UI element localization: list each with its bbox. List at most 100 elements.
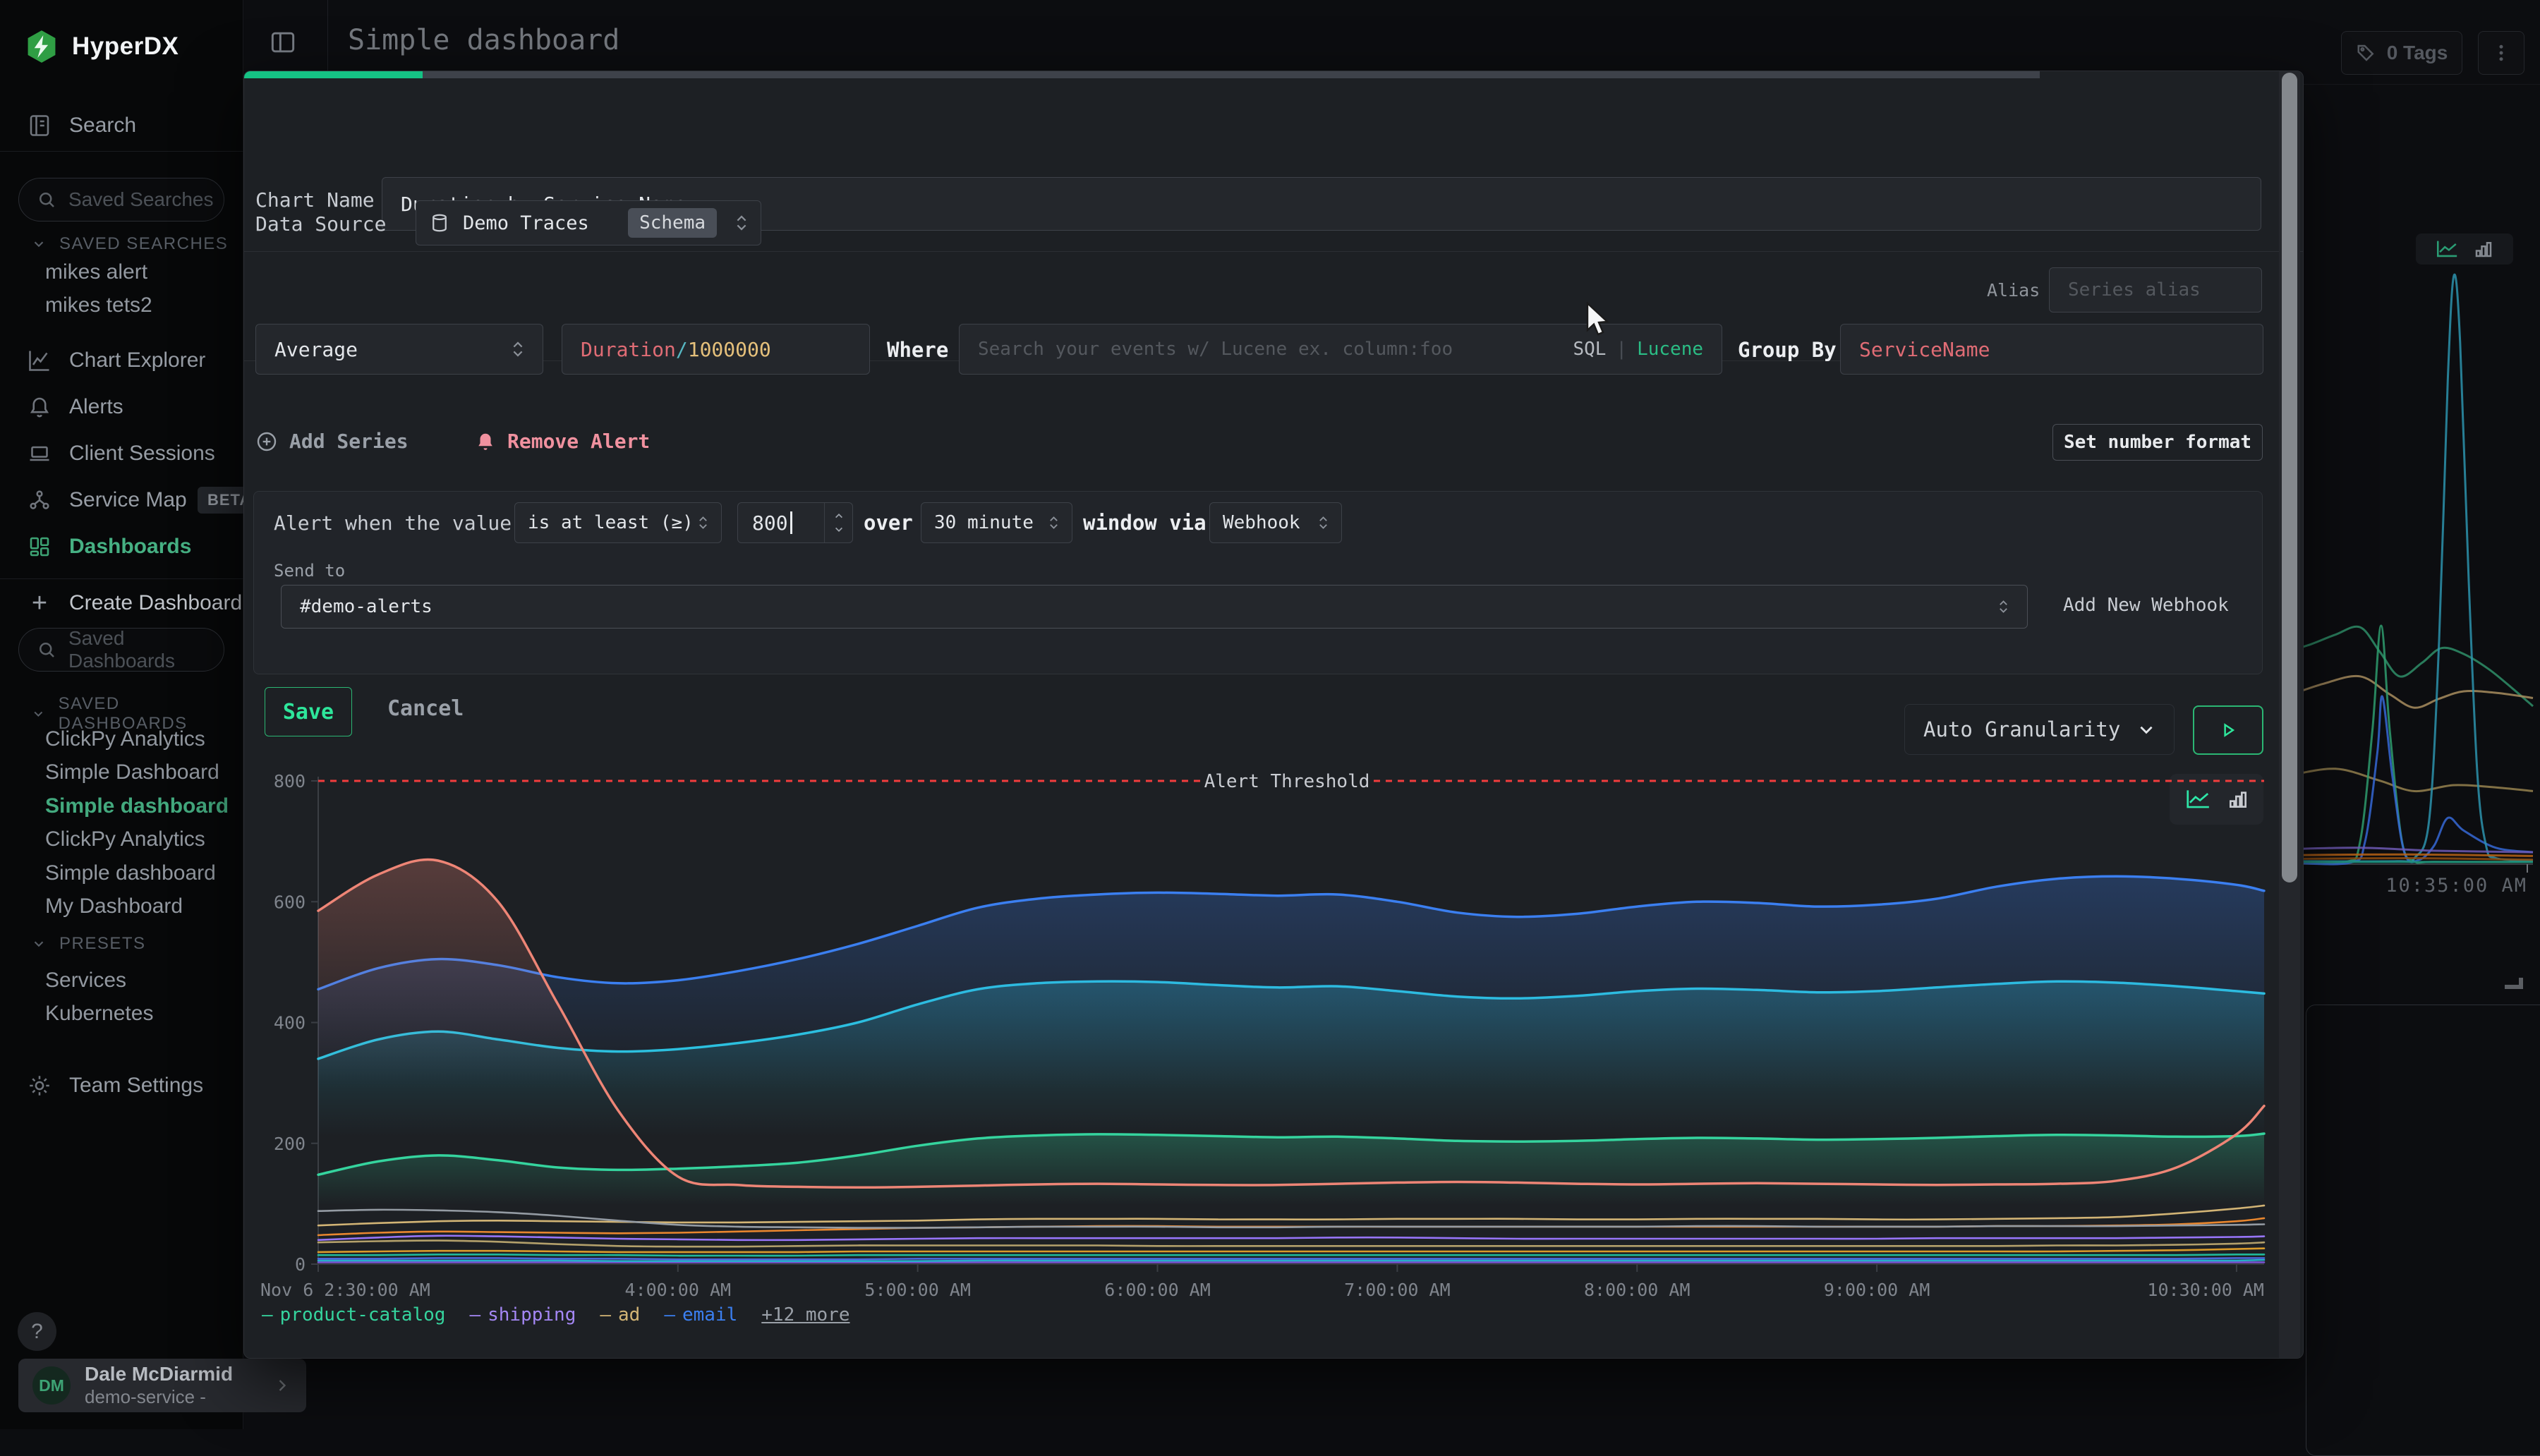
line-chart-icon [2435,238,2459,260]
sidebar-item-chart-explorer[interactable]: Chart Explorer [0,337,296,384]
legend-item-email[interactable]: — email [664,1304,738,1325]
save-button[interactable]: Save [265,687,352,736]
alert-channel-select[interactable]: Webhook [1209,502,1342,543]
saved-dashboard-item[interactable]: Simple Dashboard [45,760,219,784]
saved-dashboard-item[interactable]: ClickPy Analytics [45,827,205,851]
bar-chart-icon [2227,788,2249,811]
chevron-right-icon [272,1376,292,1395]
preset-item[interactable]: Kubernetes [45,1001,154,1025]
saved-search-item[interactable]: mikes alert [45,260,148,284]
granularity-select[interactable]: Auto Granularity [1904,704,2175,755]
modal-scrollbar-thumb[interactable] [2282,73,2297,882]
more-menu-button[interactable] [2478,31,2524,75]
alert-condition-select[interactable]: is at least (≥) [514,502,722,543]
sidebar-item-dashboards[interactable]: Dashboards [0,523,296,570]
group-by-input[interactable]: ServiceName [1840,324,2263,375]
saved-dashboards-placeholder: Saved Dashboards [68,627,175,672]
aggregation-select[interactable]: Average [255,324,543,375]
search-icon [36,189,57,210]
divider [0,151,243,152]
brand-logo[interactable]: HyperDX [25,30,179,63]
expression-input[interactable]: Duration/1000000 [562,324,870,375]
sidebar-item-label: Service Map [69,488,187,511]
alias-input[interactable]: Series alias [2049,267,2262,313]
cancel-button[interactable]: Cancel [387,696,464,721]
chart-type-toggle[interactable] [2170,774,2263,825]
select-chevrons-icon [735,212,748,233]
sidebar-item-label: Chart Explorer [69,348,206,372]
sidebar-item-team-settings[interactable]: Team Settings [0,1062,296,1109]
saved-search-item[interactable]: mikes tets2 [45,293,152,317]
add-series-button[interactable]: Add Series [255,430,409,453]
expression-token: Duration [581,337,676,361]
create-dashboard-button[interactable]: + Create Dashboard [0,581,296,625]
run-chart-button[interactable] [2193,705,2263,755]
user-menu[interactable]: DM Dale McDiarmid demo-service - [18,1359,306,1412]
tags-button[interactable]: 0 Tags [2341,31,2462,75]
sidebar-item-label: Client Sessions [69,442,215,465]
svg-text:5:00:00 AM: 5:00:00 AM [864,1280,971,1300]
where-search-input[interactable]: Search your events w/ Lucene ex. column:… [959,324,1722,375]
bell-icon [27,394,52,420]
saved-dashboard-item[interactable]: ClickPy Analytics [45,727,205,751]
tab-strip [423,71,2040,78]
sidebar-item-service-map[interactable]: Service Map BETA [0,477,296,523]
resize-handle-icon[interactable] [2505,978,2523,989]
expression-token: / [675,337,688,361]
saved-dashboard-item[interactable]: Simple dashboard [45,794,229,818]
webhook-select[interactable]: #demo-alerts [281,585,2028,629]
sidebar-item-client-sessions[interactable]: Client Sessions [0,430,296,477]
presets-header[interactable]: PRESETS [31,934,146,954]
sidebar-item-label: Alerts [69,395,123,418]
laptop-icon [27,441,52,466]
add-new-webhook-link[interactable]: Add New Webhook [2063,595,2229,616]
svg-text:Alert Threshold: Alert Threshold [1204,771,1370,792]
saved-dashboard-item[interactable]: My Dashboard [45,894,183,918]
active-tab-indicator [244,71,423,78]
set-number-format-button[interactable]: Set number format [2052,424,2263,461]
bell-icon [475,430,496,453]
svg-text:400: 400 [274,1013,306,1033]
select-chevrons-icon [698,514,708,532]
sidebar-toggle-icon[interactable] [267,25,301,59]
over-label: over [864,511,913,535]
tags-label: 0 Tags [2386,42,2448,63]
number-stepper[interactable] [824,503,852,542]
alias-label: Alias [1987,280,2040,301]
saved-searches-header[interactable]: SAVED SEARCHES [31,234,228,254]
chevron-down-icon [34,711,43,717]
sidebar-item-search[interactable]: Search [0,102,296,149]
plus-icon: + [31,588,48,618]
play-icon [2224,723,2235,737]
alert-window-select[interactable]: 30 minute [921,502,1072,543]
preset-item[interactable]: Services [45,968,127,992]
legend-item-ad[interactable]: — ad [600,1304,641,1325]
background-chart-type-toggle[interactable] [2416,233,2513,265]
remove-alert-button[interactable]: Remove Alert [475,430,650,453]
group-by-label: Group By [1738,338,1837,362]
sidebar-item-alerts[interactable]: Alerts [0,384,296,430]
saved-dashboard-item[interactable]: Simple dashboard [45,861,216,885]
legend-more-link[interactable]: +12 more [761,1304,850,1325]
divider [0,578,243,579]
saved-dashboards-header[interactable]: SAVED DASHBOARDS [31,694,243,734]
legend-item-shipping[interactable]: — shipping [469,1304,576,1325]
chart-explorer-icon [27,348,52,373]
edit-chart-modal: Chart Name Duration by Service Name Data… [243,71,2304,1359]
alert-threshold-input[interactable]: 800 [737,502,853,543]
sql-mode-toggle[interactable]: SQL [1573,339,1607,360]
help-button[interactable]: ? [18,1312,56,1351]
legend-item-product-catalog[interactable]: — product-catalog [262,1304,446,1325]
saved-dashboards-input[interactable]: Saved Dashboards [18,627,224,672]
background-panel-border [2306,1005,2540,1456]
divider [327,0,328,85]
chevron-down-icon [2137,720,2155,739]
saved-searches-input[interactable]: Saved Searches [18,178,224,222]
lucene-mode-toggle[interactable]: Lucene [1637,339,1703,360]
chart-legend: — product-catalog — shipping — ad — email +12 mo… [262,1304,850,1325]
where-label: Where [887,338,949,362]
svg-text:Nov 6 2:30:00 AM: Nov 6 2:30:00 AM [260,1280,430,1300]
svg-text:4:00:00 AM: 4:00:00 AM [625,1280,732,1300]
gear-icon [27,1073,52,1098]
data-source-select[interactable]: Demo Traces Schema [416,200,761,245]
